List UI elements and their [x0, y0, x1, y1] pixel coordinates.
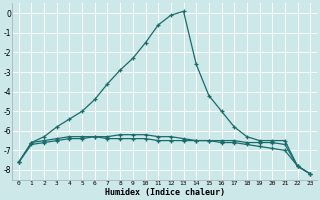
X-axis label: Humidex (Indice chaleur): Humidex (Indice chaleur): [105, 188, 225, 197]
